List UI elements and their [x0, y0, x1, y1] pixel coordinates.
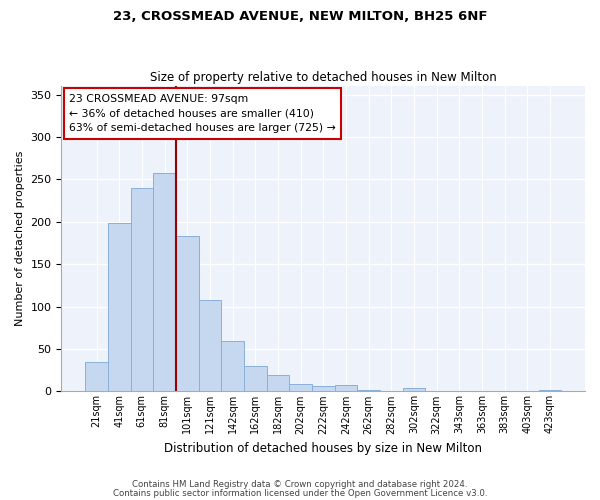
Bar: [266, 376, 289, 392]
X-axis label: Distribution of detached houses by size in New Milton: Distribution of detached houses by size …: [164, 442, 482, 455]
Title: Size of property relative to detached houses in New Milton: Size of property relative to detached ho…: [150, 70, 497, 84]
Bar: [131, 188, 153, 392]
Text: 23, CROSSMEAD AVENUE, NEW MILTON, BH25 6NF: 23, CROSSMEAD AVENUE, NEW MILTON, BH25 6…: [113, 10, 487, 23]
Bar: [176, 236, 199, 392]
Bar: [425, 390, 448, 392]
Bar: [539, 390, 561, 392]
Y-axis label: Number of detached properties: Number of detached properties: [15, 151, 25, 326]
Text: Contains public sector information licensed under the Open Government Licence v3: Contains public sector information licen…: [113, 488, 487, 498]
Bar: [199, 300, 221, 392]
Bar: [244, 366, 266, 392]
Bar: [403, 388, 425, 392]
Bar: [335, 386, 357, 392]
Bar: [85, 362, 108, 392]
Text: Contains HM Land Registry data © Crown copyright and database right 2024.: Contains HM Land Registry data © Crown c…: [132, 480, 468, 489]
Text: 23 CROSSMEAD AVENUE: 97sqm
← 36% of detached houses are smaller (410)
63% of sem: 23 CROSSMEAD AVENUE: 97sqm ← 36% of deta…: [69, 94, 336, 134]
Bar: [357, 390, 380, 392]
Bar: [312, 386, 335, 392]
Bar: [108, 224, 131, 392]
Bar: [289, 384, 312, 392]
Bar: [470, 390, 493, 392]
Bar: [221, 342, 244, 392]
Bar: [153, 172, 176, 392]
